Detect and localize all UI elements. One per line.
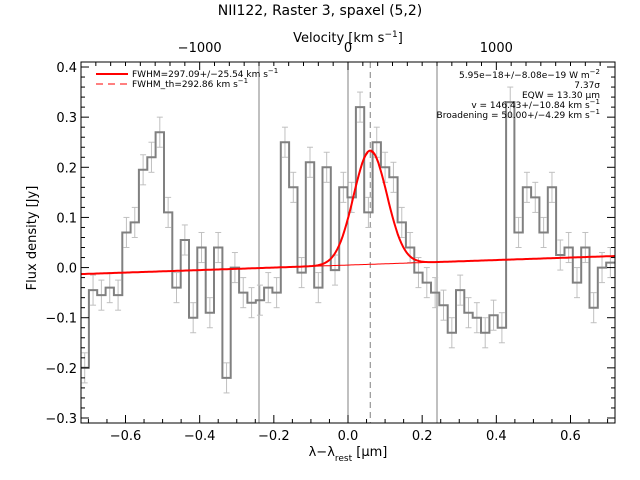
plot-axes: −0.6 −0.4 −0.2 0.0 0.2 0.4 0.6 −0.3 −0.2 −0.1 0.0 0… [45,41,616,444]
x-tick-label: −0.2 [258,429,290,444]
legend-label-1: FWHM_th=292.86 km s−1 [132,77,248,90]
top-tick-label: 1000 [480,41,513,56]
chart-title: NII122, Raster 3, spaxel (5,2) [218,3,423,19]
top-axis-label: Velocity [km s−1] [293,30,403,46]
fit-curves [80,149,616,276]
y-tick-label: 0.0 [56,262,77,277]
legend-label-1-text: FWHM_th=292.86 km s [132,80,238,90]
reference-lines [258,62,438,423]
info-line-2-text: EQW = 13.30 μm [522,91,600,101]
x-tick-label: −0.4 [184,429,216,444]
info-line-0-text: 5.95e−18+/−8.08e−19 W m [459,71,590,81]
y-tick-label: −0.3 [45,412,77,427]
x-tick-label: 0.6 [560,429,581,444]
info-line-1: 7.37σ [574,81,600,91]
y-axis-label: Flux density [Jy] [25,186,40,291]
gaussian-fit-curve [80,149,616,276]
y-tick-label: 0.1 [56,211,77,226]
legend-label-0-text: FWHM=297.09+/−25.54 km s [132,70,268,80]
info-line-3: v = 146.43+/−10.84 km s−1 [471,98,600,111]
legend-label-1-sup: −1 [238,77,248,85]
x-tick-label: 0.2 [412,429,433,444]
x-tick-label: 0.0 [338,429,359,444]
y-tick-label: 0.4 [56,61,77,76]
info-line-3-sup: −1 [590,98,600,106]
legend-label-0: FWHM=297.09+/−25.54 km s−1 [132,67,278,80]
info-line-4-sup: −1 [590,108,600,116]
y-tick-label: −0.2 [45,362,77,377]
info-line-1-text: 7.37σ [574,81,600,91]
info-line-3-text: v = 146.43+/−10.84 km s [471,101,590,111]
x-tick-label: 0.4 [486,429,507,444]
info-line-2: EQW = 13.30 μm [522,91,600,101]
y-tick-label: 0.2 [56,161,77,176]
x-tick-label: −0.6 [110,429,142,444]
x-axis-label: λ−λrest [μm] [309,445,388,464]
legend-label-0-sup: −1 [268,67,278,75]
top-tick-label: −1000 [178,41,222,56]
y-tick-label: 0.3 [56,111,77,126]
info-line-0-sup: −2 [590,68,600,76]
plot-text: NII122, Raster 3, spaxel (5,2) Flux dens… [25,3,422,464]
y-tick-label: −0.1 [45,312,77,327]
data-step-line [81,101,615,379]
info-line-4-text: Broadening = 50.00+/−4.29 km s [437,111,590,121]
top-tick-label: 0 [344,41,352,56]
legend: FWHM=297.09+/−25.54 km s−1FWHM_th=292.86… [96,67,278,90]
data-histogram [81,101,615,379]
info-line-4: Broadening = 50.00+/−4.29 km s−1 [437,108,600,121]
info-line-0: 5.95e−18+/−8.08e−19 W m−2 [459,68,600,81]
